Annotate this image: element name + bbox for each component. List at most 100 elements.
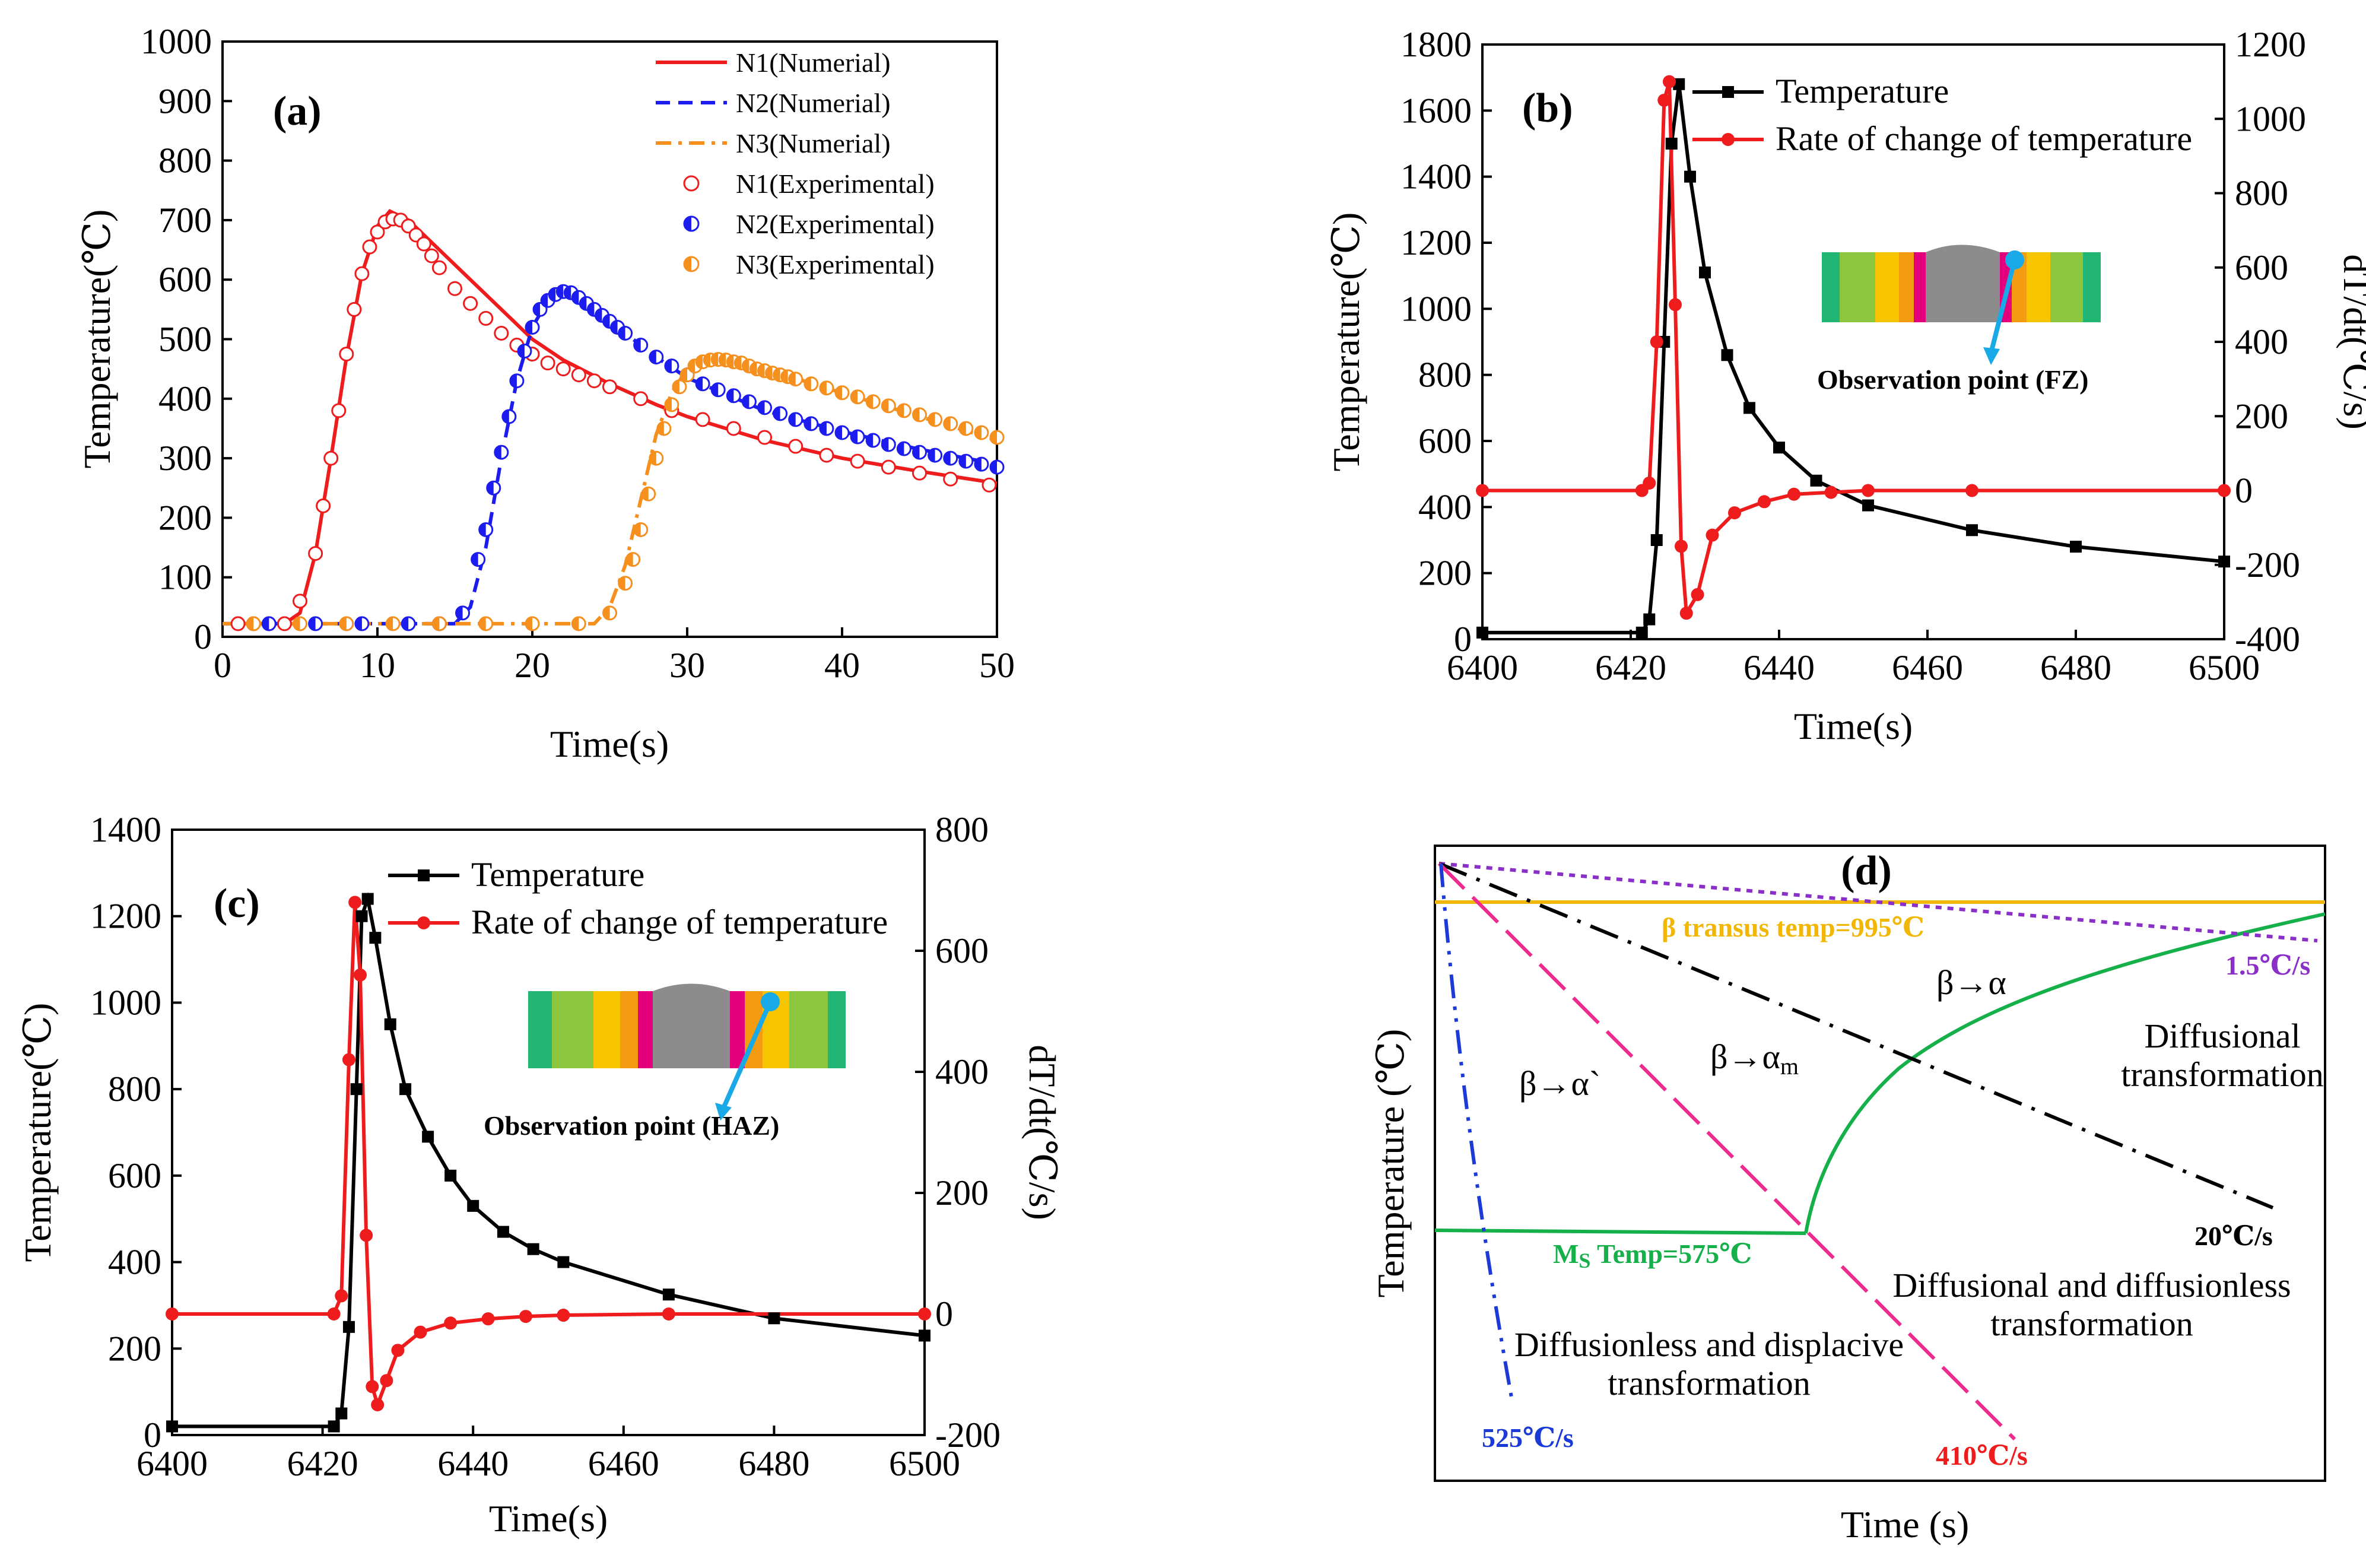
- chart-c-rate-point: [519, 1310, 532, 1323]
- chart-a-point-n1: [424, 248, 439, 264]
- chart-d-phase-alpha-m: β→αm: [1710, 1037, 1799, 1080]
- chart-a-legend-label-2: N2(Numerial): [736, 88, 891, 118]
- chart-a-point-n1: [347, 301, 362, 317]
- chart-a-point-half-n2: [897, 442, 904, 456]
- chart-d-region-mixed-1: Diffusional and diffusionless: [1892, 1266, 2291, 1304]
- chart-a-point-n1: [463, 296, 478, 311]
- chart-a-point-n1: [431, 260, 447, 275]
- chart-b-legend-marker-rate: [1722, 133, 1735, 146]
- chart-c-inset-label: Observation point (HAZ): [484, 1110, 779, 1141]
- chart-c-xtick-label: 6420: [287, 1444, 358, 1483]
- chart-a-ytick-label: 800: [158, 141, 212, 180]
- chart-b-y2tick-label: 1200: [2235, 25, 2306, 64]
- chart-a-point-n1: [416, 236, 431, 252]
- chart-a-legend-marker-4: [683, 175, 700, 192]
- chart-d-cooling-20: [1438, 862, 2274, 1210]
- chart-a-point-half-n2: [866, 434, 874, 447]
- chart-d-xlabel: Time (s): [1841, 1503, 1969, 1545]
- chart-c-rate-point: [366, 1380, 379, 1394]
- chart-d-rate-410: 410℃/s: [1936, 1440, 2028, 1471]
- chart-c-rate-point: [360, 1229, 373, 1242]
- chart-a-legend-label-1: N1(Numerial): [736, 47, 891, 78]
- chart-b-rate-point: [1650, 335, 1663, 348]
- chart-d-ms-label: MS Temp=575℃: [1553, 1239, 1752, 1272]
- chart-c-ytick-label: 800: [108, 1069, 161, 1109]
- chart-a-panel-label: (a): [273, 88, 322, 134]
- chart-a-point-n1: [370, 224, 385, 240]
- chart-a-point-n1: [726, 421, 741, 436]
- chart-d-ylabel: Temperature (℃): [1370, 1029, 1412, 1298]
- chart-c-ylabel: Temperature(℃): [17, 1003, 59, 1262]
- chart-a-point-half-n2: [913, 446, 920, 459]
- chart-c-ytick-label: 200: [108, 1329, 161, 1368]
- chart-a-point-half-n3: [928, 412, 935, 426]
- chart-d-region-diffusional-2: transformation: [2121, 1055, 2323, 1094]
- chart-c-ytick-label: 1400: [90, 810, 161, 849]
- chart-a-point-half-n2: [557, 285, 564, 299]
- chart-b-temperature-point: [1862, 499, 1874, 512]
- chart-a-point-half-n3: [735, 356, 742, 370]
- chart-b-ytick-label: 600: [1418, 421, 1472, 461]
- chart-a-point-half-n2: [309, 617, 316, 630]
- chart-c-y2tick-label: 600: [935, 931, 989, 970]
- chart-c-y2tick-label: 400: [935, 1052, 989, 1091]
- chart-a-point-half-n2: [649, 350, 656, 364]
- chart-b-temperature-point: [1643, 613, 1656, 626]
- chart-c-ytick-label: 400: [108, 1243, 161, 1282]
- chart-b-temperature-point: [1721, 349, 1733, 361]
- chart-b-y2tick-label: 600: [2235, 248, 2288, 287]
- chart-a-xtick-label: 0: [214, 646, 231, 685]
- chart-a-point-half-n3: [882, 399, 889, 412]
- chart-a-point-n1: [555, 361, 571, 377]
- chart-c-y2tick-label: 200: [935, 1173, 989, 1212]
- chart-a-ytick-label: 700: [158, 201, 212, 240]
- chart-b-rate-point: [1706, 528, 1719, 542]
- chart-b-ytick-label: 1800: [1400, 25, 1472, 64]
- chart-a-point-half-n3: [913, 408, 920, 421]
- chart-a-point-half-n2: [471, 553, 478, 566]
- chart-c-rate-point: [166, 1307, 179, 1321]
- chart-b-y2tick-label: 400: [2235, 322, 2288, 361]
- chart-b-temperature-point: [2070, 541, 2082, 553]
- chart-a-point-half-n2: [572, 291, 579, 304]
- chart-a-point-half-n2: [494, 446, 501, 459]
- chart-a-point-half-n2: [402, 617, 409, 630]
- chart-b-rate-point: [1965, 484, 1978, 497]
- chart-b-y2tick-label: -200: [2235, 545, 2300, 585]
- chart-a-legend-label-5: N2(Experimental): [736, 209, 935, 239]
- chart-a-point-half-n3: [386, 617, 393, 630]
- chart-b-ytick-label: 1000: [1400, 289, 1472, 328]
- chart-d-ms-line: [1434, 1229, 1806, 1235]
- chart-c-rate-point: [918, 1307, 931, 1321]
- chart-b-y2tick-label: 1000: [2235, 99, 2306, 138]
- chart-a-point-half-n2: [851, 430, 858, 443]
- chart-d-phase-alpha: β→α: [1936, 963, 2006, 1002]
- chart-b-rate-point: [1476, 484, 1489, 497]
- chart-c-temperature-point: [399, 1083, 412, 1096]
- chart-b-weld-inset: Observation point (FZ): [1817, 245, 2101, 395]
- chart-c-ytick-label: 1200: [90, 897, 161, 936]
- chart-d-cooling-1p5: [1438, 862, 2318, 942]
- chart-d-cooling-410: [1437, 862, 2016, 1441]
- chart-a-point-half-n2: [727, 389, 734, 402]
- chart-a-legend-label-4: N1(Experimental): [736, 169, 935, 199]
- chart-a-point-n1: [323, 450, 339, 466]
- chart-c-temperature-point: [369, 932, 382, 944]
- chart-b-temperature-line: [1482, 84, 2225, 634]
- chart-a-point-n1: [881, 459, 896, 475]
- chart-a-point-n1: [478, 310, 494, 326]
- chart-a-point-half-n3: [897, 404, 904, 417]
- chart-c-legend-label-temperature: Temperature: [471, 855, 644, 894]
- chart-a-point-half-n3: [649, 452, 656, 465]
- chart-b-temperature-point: [1635, 626, 1648, 639]
- chart-a-point-n1: [757, 430, 772, 445]
- chart-b-legend-marker-temperature: [1722, 86, 1734, 98]
- chart-a-point-half-n2: [882, 438, 889, 452]
- chart-a-point-n1: [494, 325, 509, 341]
- chart-a-point-half-n3: [339, 617, 347, 630]
- chart-b-ytick-label: 0: [1454, 620, 1472, 659]
- chart-c-temperature-point: [342, 1321, 355, 1333]
- chart-b-y2label: dT/dt(℃/s): [2336, 254, 2366, 430]
- chart-c-temperature-point: [557, 1256, 570, 1268]
